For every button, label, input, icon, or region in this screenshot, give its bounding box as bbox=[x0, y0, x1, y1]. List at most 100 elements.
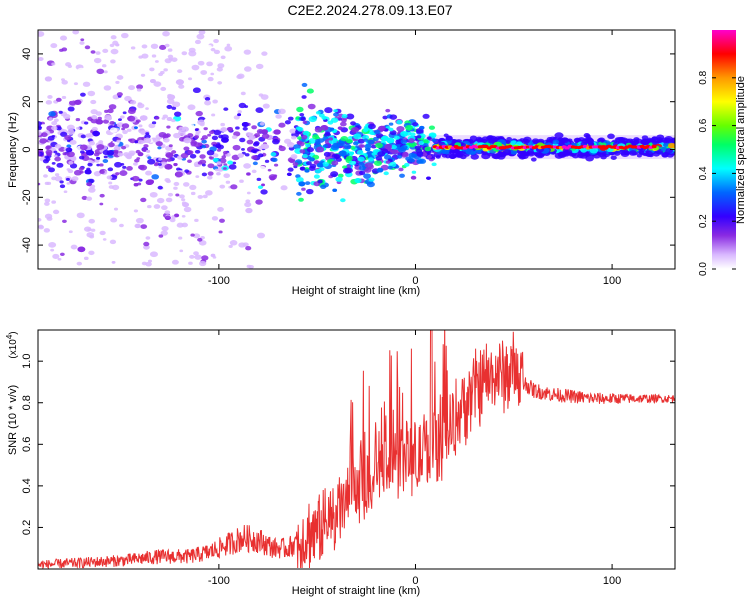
heatmap-cell bbox=[240, 91, 246, 96]
heatmap-cell bbox=[38, 182, 41, 186]
heatmap-cell bbox=[340, 121, 347, 127]
heatmap-cell bbox=[216, 172, 221, 176]
heatmap-cell bbox=[135, 143, 140, 147]
heatmap-cell bbox=[418, 141, 425, 146]
heatmap-cell bbox=[43, 174, 48, 178]
heatmap-cell bbox=[67, 106, 75, 112]
heatmap-cell bbox=[196, 33, 205, 40]
heatmap-cell bbox=[110, 59, 116, 64]
colorbar-tick-label: 0.4 bbox=[698, 166, 709, 180]
heatmap-cell bbox=[164, 178, 171, 183]
heatmap-cell bbox=[431, 138, 437, 142]
heatmap-cell bbox=[173, 162, 178, 167]
heatmap-cell bbox=[245, 246, 252, 251]
heatmap-cell bbox=[244, 201, 252, 208]
heatmap-cell bbox=[469, 135, 478, 141]
heatmap-cell bbox=[287, 116, 294, 121]
heatmap-cell bbox=[353, 133, 362, 140]
heatmap-cell bbox=[107, 108, 114, 114]
heatmap-cell bbox=[59, 48, 64, 52]
heatmap-cell bbox=[53, 154, 58, 158]
heatmap-cell bbox=[190, 233, 195, 237]
heatmap-cell bbox=[241, 148, 245, 151]
heatmap-cell bbox=[79, 144, 88, 151]
heatmap-cell bbox=[301, 134, 308, 140]
heatmap-cell bbox=[217, 81, 223, 85]
heatmap-cell bbox=[134, 223, 141, 229]
heatmap-cell bbox=[46, 181, 52, 185]
heatmap-cell bbox=[422, 113, 430, 119]
heatmap-cell bbox=[246, 172, 251, 176]
heatmap-cell bbox=[95, 51, 101, 55]
heatmap-cell bbox=[644, 150, 654, 157]
heatmap-cell bbox=[162, 137, 170, 143]
heatmap-cell bbox=[67, 95, 75, 102]
heatmap-cell bbox=[188, 119, 197, 125]
heatmap-cell bbox=[205, 190, 213, 196]
heatmap-cell bbox=[260, 94, 269, 100]
heatmap-cell bbox=[194, 39, 201, 45]
heatmap-cell bbox=[272, 138, 280, 145]
heatmap-cell bbox=[109, 120, 115, 125]
heatmap-cell bbox=[67, 64, 73, 68]
heatmap-cell bbox=[233, 204, 238, 208]
heatmap-cell bbox=[164, 58, 172, 64]
heatmap-cell bbox=[181, 214, 186, 218]
heatmap-cell bbox=[102, 159, 109, 164]
heatmap-cell bbox=[121, 123, 130, 129]
heatmap-cell bbox=[87, 162, 93, 167]
heatmap-cell bbox=[349, 151, 355, 155]
heatmap-cell bbox=[183, 182, 190, 187]
heatmap-cell bbox=[106, 150, 115, 156]
heatmap-cell bbox=[301, 82, 308, 87]
heatmap-cell bbox=[223, 173, 231, 179]
heatmap-cell bbox=[141, 147, 148, 152]
heatmap-cell bbox=[364, 143, 372, 150]
heatmap-cell bbox=[328, 137, 334, 141]
heatmap-cell bbox=[356, 150, 364, 155]
heatmap-cell bbox=[343, 143, 352, 150]
heatmap-cell bbox=[363, 138, 369, 142]
heatmap-cell bbox=[179, 249, 184, 253]
heatmap-cell bbox=[143, 241, 150, 247]
heatmap-cell bbox=[411, 153, 418, 158]
heatmap-cell bbox=[348, 139, 353, 143]
heatmap-cell bbox=[171, 57, 178, 62]
snr-series-line bbox=[38, 330, 675, 569]
snr-x-axis-label: Height of straight line (km) bbox=[292, 585, 420, 597]
heatmap-cell bbox=[61, 79, 68, 85]
heatmap-cell bbox=[333, 154, 341, 159]
heatmap-cell bbox=[245, 207, 253, 214]
heatmap-cell bbox=[102, 119, 110, 124]
heatmap-cell bbox=[273, 163, 279, 167]
heatmap-cell bbox=[56, 162, 64, 168]
heatmap-cell bbox=[38, 126, 42, 131]
heatmap-cell bbox=[160, 86, 167, 92]
heatmap-cell bbox=[308, 138, 317, 144]
heatmap-cell bbox=[533, 151, 541, 157]
heatmap-cell bbox=[87, 90, 96, 97]
heatmap-cell bbox=[222, 150, 228, 155]
heatmap-cell bbox=[228, 164, 237, 170]
heatmap-cell bbox=[110, 48, 119, 55]
heatmap-cell bbox=[316, 146, 325, 153]
heatmap-cell bbox=[149, 251, 158, 258]
heatmap-cell bbox=[248, 134, 256, 140]
heatmap-cell bbox=[89, 157, 93, 161]
heatmap-cell bbox=[181, 198, 186, 202]
heatmap-cell bbox=[271, 157, 278, 163]
heatmap-cell bbox=[412, 122, 419, 127]
heatmap-cell bbox=[156, 197, 165, 204]
heatmap-cell bbox=[217, 63, 225, 69]
heatmap-cell bbox=[243, 163, 252, 169]
heatmap-cell bbox=[194, 135, 200, 139]
heatmap-cell bbox=[39, 138, 48, 144]
heatmap-cell bbox=[396, 154, 403, 159]
heatmap-cell bbox=[652, 140, 658, 145]
heatmap-cell bbox=[251, 169, 257, 174]
heatmap-cell bbox=[150, 43, 159, 49]
heatmap-cell bbox=[42, 96, 48, 100]
heatmap-cell bbox=[178, 236, 183, 240]
heatmap-cell bbox=[257, 153, 264, 158]
heatmap-cell bbox=[317, 179, 323, 184]
